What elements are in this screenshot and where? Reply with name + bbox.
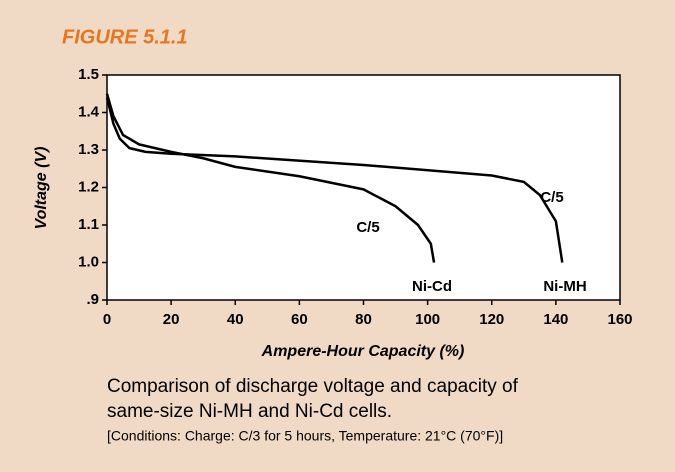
x-tick-label: 60	[291, 311, 308, 328]
caption-line: Comparison of discharge voltage and capa…	[107, 376, 519, 397]
y-tick-label: 1.0	[78, 253, 99, 270]
x-tick-label: 20	[163, 311, 180, 328]
x-tick-label: 140	[543, 311, 568, 328]
x-tick-label: 120	[479, 311, 504, 328]
y-tick-label: .9	[86, 291, 99, 308]
x-axis-label: Ampere-Hour Capacity (%)	[261, 343, 465, 360]
y-tick-label: 1.4	[78, 103, 100, 120]
series-label: Ni-MH	[543, 278, 586, 295]
plot-area	[106, 74, 621, 301]
x-tick-label: 40	[227, 311, 244, 328]
y-tick-label: 1.5	[78, 66, 99, 83]
caption-line: same-size Ni-MH and Ni-Cd cells.	[107, 401, 392, 422]
series-label: Ni-Cd	[412, 278, 452, 295]
y-tick-label: 1.2	[78, 178, 99, 195]
x-tick-label: 80	[355, 311, 372, 328]
line	[105, 93, 436, 263]
y-tick-label: 1.1	[78, 216, 99, 233]
y-axis-label: Voltage (V)	[33, 147, 50, 230]
annotation: C/5	[540, 189, 563, 206]
conditions: [Conditions: Charge: C/3 for 5 hours, Te…	[107, 428, 503, 444]
line	[105, 97, 564, 263]
x-tick-label: 0	[103, 311, 111, 328]
x-tick-label: 100	[415, 311, 440, 328]
annotation: C/5	[356, 219, 379, 236]
x-tick-label: 160	[607, 311, 632, 328]
y-tick-label: 1.3	[78, 141, 99, 158]
figure-label: FIGURE 5.1.1	[62, 26, 188, 48]
